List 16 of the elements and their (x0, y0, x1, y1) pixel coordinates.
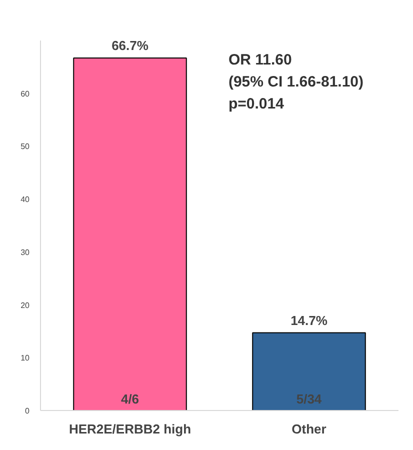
x-tick-label: HER2E/ERBB2 high (68, 422, 192, 436)
annotation: (95% CI 1.66-81.10) (228, 74, 364, 90)
annotation: p=0.014 (228, 96, 285, 112)
y-tick-label: 30 (20, 248, 30, 257)
x-tick-label: Other (292, 422, 326, 436)
y-tick-label: 10 (20, 354, 30, 363)
y-tick-label: 20 (20, 300, 30, 310)
y-tick-label: 0 (25, 406, 30, 416)
annotation: OR 11.60 (228, 52, 292, 68)
data-label: 66.7% (112, 38, 149, 53)
y-tick-label: 60 (20, 89, 30, 98)
data-label: 14.7% (290, 312, 328, 328)
annotation: 4/6 (120, 392, 140, 406)
y-tick-label: 50 (20, 142, 30, 152)
y-tick-label: 40 (20, 195, 30, 204)
annotation: 5/34 (296, 392, 322, 406)
